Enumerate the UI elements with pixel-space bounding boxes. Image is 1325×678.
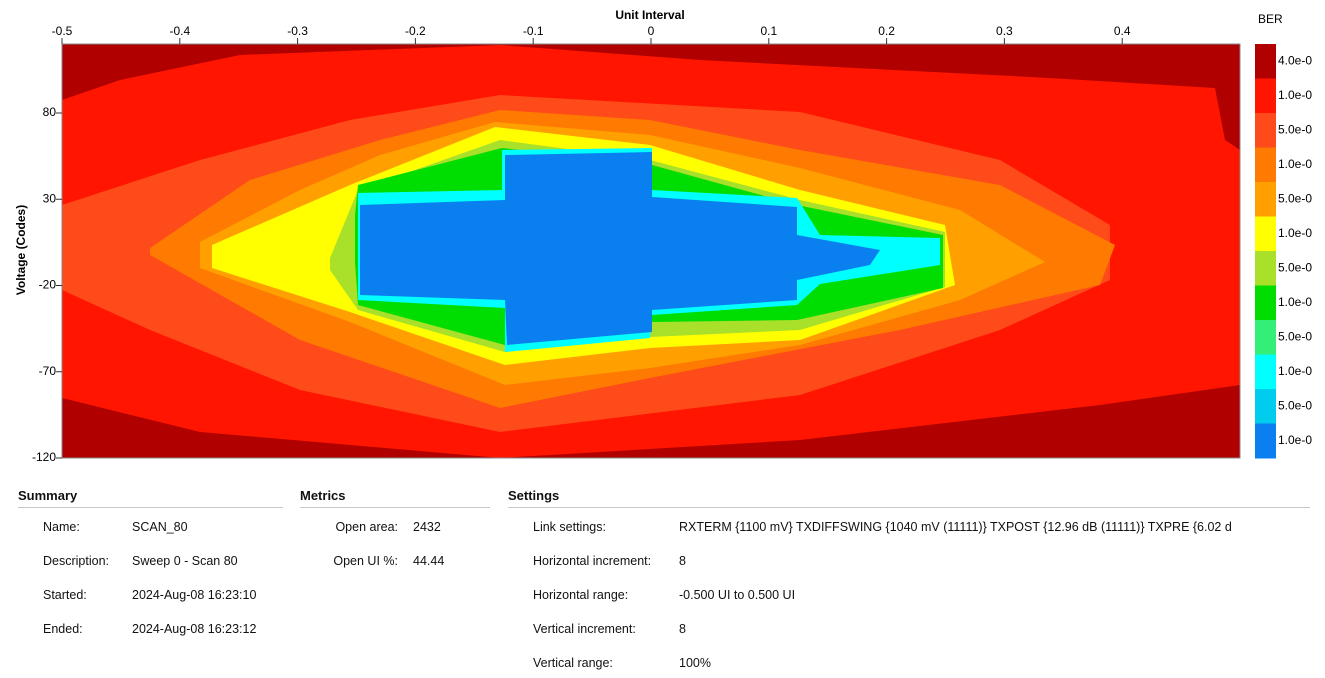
x-tick-label: 0.2 <box>878 24 895 38</box>
field-label: Started: <box>43 588 87 602</box>
y-tick-label: 80 <box>43 105 57 119</box>
x-tick-label: 0.4 <box>1114 24 1131 38</box>
field-value: Sweep 0 - Scan 80 <box>132 554 238 568</box>
colorbar-label: 1.0e-0 <box>1278 157 1312 171</box>
field-value: 100% <box>679 656 711 670</box>
colorbar-label: 1.0e-0 <box>1278 226 1312 240</box>
y-tick-label: -120 <box>32 450 56 464</box>
x-tick-label: -0.1 <box>523 24 544 38</box>
colorbar-band <box>1255 182 1276 217</box>
field-label: Vertical range: <box>533 656 613 670</box>
x-tick-label: -0.2 <box>405 24 426 38</box>
field-label: Link settings: <box>533 520 606 534</box>
colorbar-band <box>1255 285 1276 321</box>
x-tick-label: -0.5 <box>52 24 73 38</box>
field-label: Vertical increment: <box>533 622 636 636</box>
y-tick-label: -20 <box>39 278 57 292</box>
field-value: 2432 <box>413 520 441 534</box>
summary-panel: Summary Name: SCAN_80 Description: Sweep 0 -… <box>18 488 283 636</box>
colorbar-label: 5.0e-0 <box>1278 122 1312 136</box>
field-value: 8 <box>679 622 686 636</box>
panel-title: Settings <box>508 488 1310 508</box>
colorbar-title: BER <box>1258 12 1283 26</box>
panel-title: Summary <box>18 488 283 508</box>
colorbar-band <box>1255 251 1276 286</box>
x-tick-label: -0.4 <box>169 24 190 38</box>
colorbar-band <box>1255 320 1276 355</box>
colorbar-band <box>1255 147 1276 183</box>
field-label: Open UI %: <box>333 554 398 568</box>
field-label: Ended: <box>43 622 83 636</box>
field-value: 2024-Aug-08 16:23:10 <box>132 588 257 602</box>
field-label: Description: <box>43 554 109 568</box>
colorbar-label: 1.0e-0 <box>1278 364 1312 378</box>
field-value: -0.500 UI to 0.500 UI <box>679 588 796 602</box>
field-value: 8 <box>679 554 686 568</box>
field-value: SCAN_80 <box>132 520 188 534</box>
colorbar-band <box>1255 113 1276 148</box>
field-value: RXTERM {1100 mV} TXDIFFSWING {1040 mV (1… <box>679 520 1232 534</box>
settings-panel: Settings Link settings: RXTERM {1100 mV} T… <box>508 488 1310 678</box>
colorbar-band <box>1255 216 1276 252</box>
field-label: Horizontal range: <box>533 588 629 602</box>
y-tick-label: 30 <box>43 191 57 205</box>
colorbar-label: 5.0e-0 <box>1278 398 1312 412</box>
x-tick-label: 0.1 <box>760 24 777 38</box>
panel-title: Metrics <box>300 488 490 508</box>
contour-plot <box>62 44 1240 458</box>
colorbar-label: 5.0e-0 <box>1278 191 1312 205</box>
y-tick-label: -70 <box>39 364 57 378</box>
metrics-panel: Metrics Open area: 2432 Open UI %: 44.44 <box>300 488 490 568</box>
field-value: 44.44 <box>413 554 445 568</box>
field-label: Name: <box>43 520 80 534</box>
field-value: 2024-Aug-08 16:23:12 <box>132 622 257 636</box>
x-tick-label: -0.3 <box>287 24 308 38</box>
colorbar-band <box>1255 78 1276 114</box>
field-label: Horizontal increment: <box>533 554 652 568</box>
colorbar-band <box>1255 423 1276 459</box>
y-axis-title: Voltage (Codes) <box>14 205 28 295</box>
field-label: Open area: <box>335 520 398 534</box>
colorbar-label: 1.0e-0 <box>1278 295 1312 309</box>
x-tick-label: 0.3 <box>996 24 1013 38</box>
eye-scan-plot: Unit Interval Voltage (Codes) BER -0.5 -0… <box>14 8 1312 464</box>
colorbar-band <box>1255 389 1276 424</box>
x-axis-title: Unit Interval <box>615 8 684 22</box>
contour-region <box>360 152 880 345</box>
colorbar-label: 4.0e-0 <box>1278 53 1312 67</box>
colorbar-label: 5.0e-0 <box>1278 260 1312 274</box>
colorbar-label: 1.0e-0 <box>1278 433 1312 447</box>
colorbar-label: 1.0e-0 <box>1278 88 1312 102</box>
x-tick-label: 0 <box>648 24 655 38</box>
colorbar-band <box>1255 354 1276 390</box>
colorbar-label: 5.0e-0 <box>1278 329 1312 343</box>
colorbar-band <box>1255 44 1276 79</box>
